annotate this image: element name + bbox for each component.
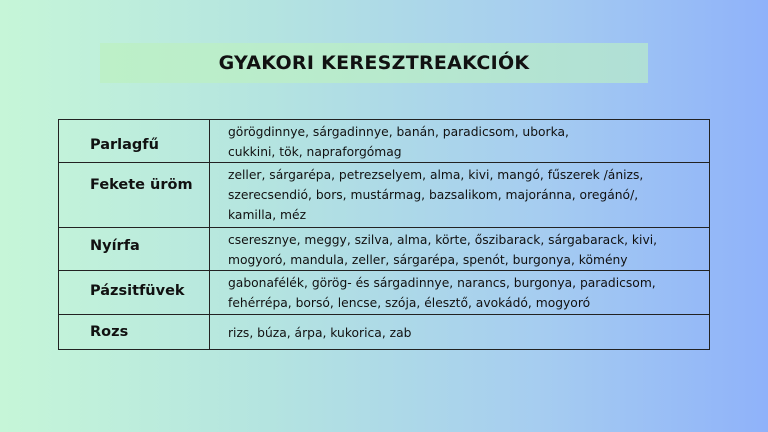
table-row: Nyírfa cseresznye, meggy, szilva, alma, … — [58, 227, 710, 271]
cross-reaction-items: görögdinnye, sárgadinnye, banán, paradic… — [209, 119, 710, 163]
allergen-label: Parlagfű — [58, 119, 210, 163]
table-row: Parlagfű görögdinnye, sárgadinnye, banán… — [58, 119, 710, 163]
allergen-label: Nyírfa — [58, 227, 210, 271]
title-band: GYAKORI KERESZTREAKCIÓK — [100, 43, 648, 83]
cross-reaction-items: gabonafélék, görög- és sárgadinnye, nara… — [209, 270, 710, 315]
cross-reaction-items: rizs, búza, árpa, kukorica, zab — [209, 314, 710, 350]
cross-reaction-items: cseresznye, meggy, szilva, alma, körte, … — [209, 227, 710, 271]
cross-reaction-table: Parlagfű görögdinnye, sárgadinnye, banán… — [58, 119, 710, 350]
page-title: GYAKORI KERESZTREAKCIÓK — [218, 52, 530, 74]
table-row: Rozs rizs, búza, árpa, kukorica, zab — [58, 314, 710, 350]
table-row: Fekete üröm zeller, sárgarépa, petrezsel… — [58, 162, 710, 228]
cross-reaction-items: zeller, sárgarépa, petrezselyem, alma, k… — [209, 162, 710, 228]
allergen-label: Fekete üröm — [58, 162, 210, 228]
allergen-label: Rozs — [58, 314, 210, 350]
allergen-label: Pázsitfüvek — [58, 270, 210, 315]
table-row: Pázsitfüvek gabonafélék, görög- és sárga… — [58, 270, 710, 315]
